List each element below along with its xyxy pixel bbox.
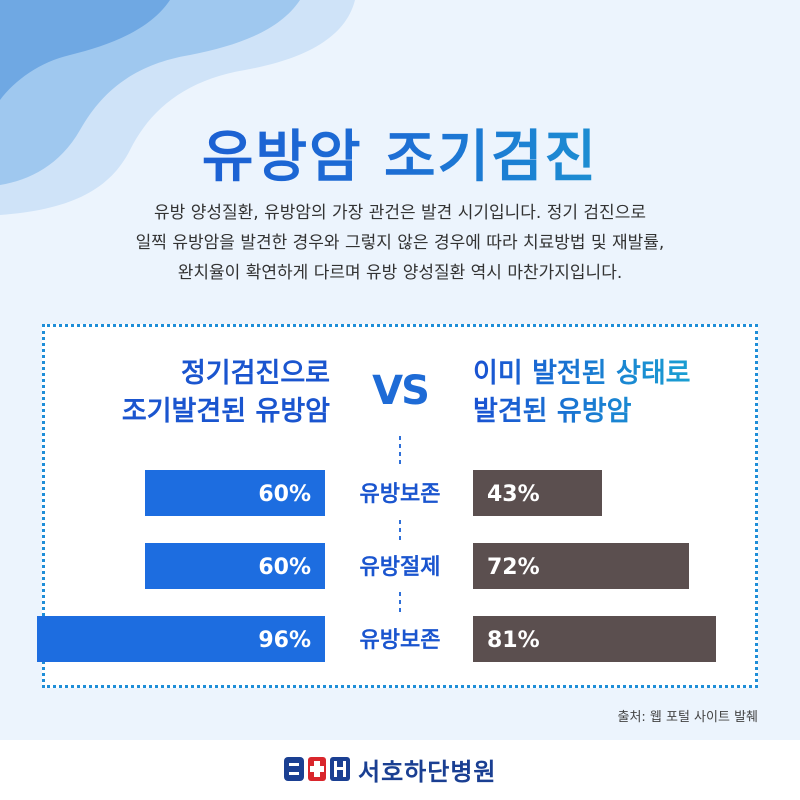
left-heading-line: 정기검진으로: [180, 358, 330, 389]
left-heading: 정기검진으로 조기발견된 유방암: [122, 355, 330, 431]
intro-line: 일찍 유방암을 발견한 경우와 그렇지 않은 경우에 따라 치료방법 및 재발률…: [135, 233, 665, 253]
hospital-name: 서호하단병원: [358, 757, 497, 786]
right-bar: [473, 543, 689, 589]
right-bar: [473, 616, 716, 662]
source-note: 출처: 웹 포털 사이트 발췌: [617, 710, 758, 725]
left-bar: [145, 543, 325, 589]
category-label: 유방보존: [360, 628, 441, 653]
intro-line: 완치율이 확연하게 다르며 유방 양성질환 역시 마찬가지입니다.: [177, 263, 623, 283]
category-label: 유방절제: [360, 555, 441, 580]
right-bar-label: 81%: [487, 628, 540, 653]
hospital-logo-mark-icon: [284, 757, 350, 781]
left-bar-label: 60%: [258, 482, 311, 507]
left-bar-label: 96%: [258, 628, 311, 653]
hospital-logo: 서호하단병원: [284, 752, 496, 786]
footer: 서호하단병원: [0, 740, 800, 800]
category-label: 유방보존: [360, 482, 441, 507]
right-bar: [473, 470, 602, 516]
intro-paragraph: 유방 양성질환, 유방암의 가장 관건은 발견 시기입니다. 정기 검진으로 일…: [60, 198, 740, 288]
vs-label: VS: [372, 368, 430, 414]
left-bar: [145, 470, 325, 516]
right-bar-label: 72%: [487, 555, 540, 580]
left-bar-label: 60%: [258, 555, 311, 580]
left-heading-line: 조기발견된 유방암: [121, 396, 330, 427]
intro-line: 유방 양성질환, 유방암의 가장 관건은 발견 시기입니다. 정기 검진으로: [154, 203, 646, 223]
right-bar-label: 43%: [487, 482, 540, 507]
page-title: 유방암 조기검진: [0, 112, 800, 193]
left-bar: [37, 616, 325, 662]
